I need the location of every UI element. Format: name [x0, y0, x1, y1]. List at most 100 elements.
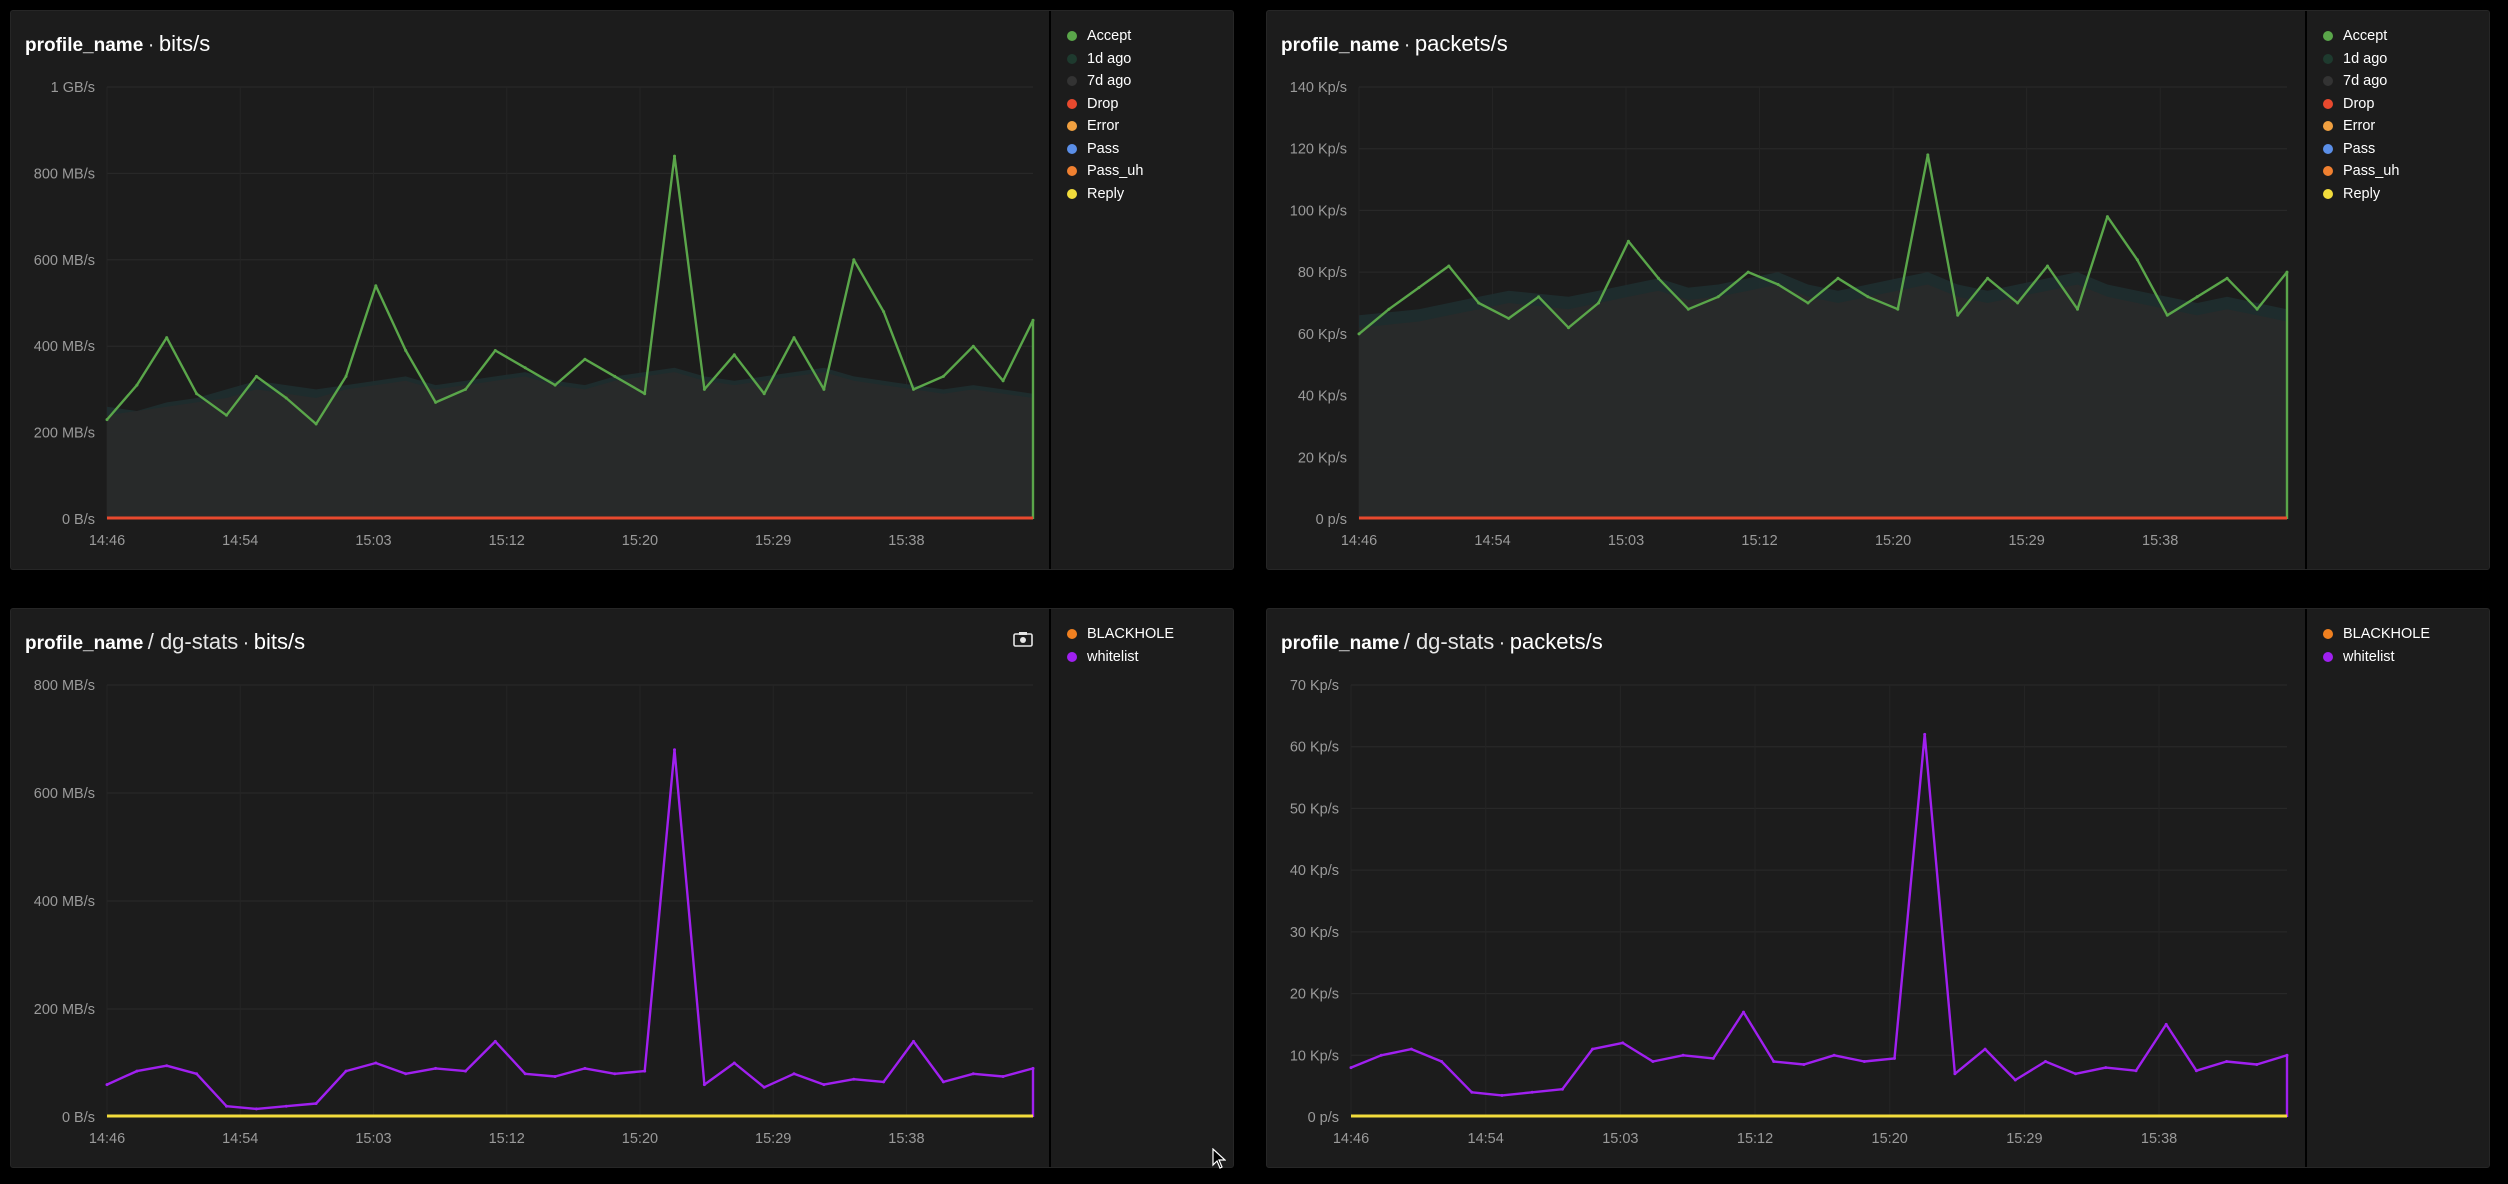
data-point: [464, 1069, 467, 1073]
legend-item-whitelist[interactable]: whitelist: [2307, 646, 2489, 669]
data-point: [1001, 379, 1005, 383]
x-tick-label: 15:38: [2142, 533, 2178, 549]
panel-title: profile_name / dg-stats · packets/s: [1281, 629, 1603, 655]
legend-item-whitelist[interactable]: whitelist: [1051, 646, 1233, 669]
data-point: [374, 284, 378, 288]
legend-item-1d-ago[interactable]: 1d ago: [2307, 48, 2489, 71]
x-tick-label: 15:12: [1741, 533, 1777, 549]
legend-item-drop[interactable]: Drop: [2307, 93, 2489, 116]
x-tick-label: 15:38: [2141, 1131, 2177, 1147]
y-tick-label: 1 GB/s: [51, 80, 95, 96]
data-point: [1986, 276, 1990, 280]
camera-icon[interactable]: [1013, 631, 1033, 647]
data-point: [135, 1069, 139, 1073]
title-profile[interactable]: profile_name: [1281, 35, 1400, 56]
legend-item-accept[interactable]: Accept: [1051, 25, 1233, 48]
legend-item-reply[interactable]: Reply: [2307, 183, 2489, 206]
data-point: [1983, 1047, 1987, 1051]
panel-title: profile_name · bits/s: [25, 31, 210, 57]
data-point: [553, 1075, 557, 1078]
data-point: [2225, 1060, 2229, 1063]
legend-item-1d-ago[interactable]: 1d ago: [1051, 48, 1233, 71]
legend-label: Pass: [1087, 140, 1120, 157]
data-point: [1349, 1066, 1353, 1070]
data-point: [284, 1104, 288, 1108]
data-point: [165, 336, 169, 340]
legend-item-blackhole[interactable]: BLACKHOLE: [2307, 623, 2489, 646]
legend-item-pass_uh[interactable]: Pass_uh: [2307, 160, 2489, 183]
title-path[interactable]: / dg-stats: [147, 629, 239, 654]
x-tick-label: 15:12: [489, 1131, 525, 1147]
legend-item-7d-ago[interactable]: 7d ago: [2307, 70, 2489, 93]
data-point: [2044, 1060, 2047, 1063]
data-point: [702, 387, 706, 391]
data-point: [2164, 1022, 2168, 1026]
data-point: [1440, 1060, 1444, 1063]
data-point: [2105, 215, 2109, 219]
x-tick-label: 15:29: [755, 1131, 791, 1147]
x-tick-label: 15:03: [355, 533, 391, 549]
legend-dot-icon: [1067, 143, 1077, 154]
data-point: [643, 1069, 647, 1073]
chart-plot[interactable]: 0 p/s 10 Kp/s 20 Kp/s 30 Kp/s 40 Kp/s 50 Kp/s…: [1267, 609, 2307, 1168]
data-point: [523, 1072, 527, 1076]
data-point: [1656, 276, 1660, 280]
data-point: [1001, 1075, 1005, 1078]
y-tick-label: 60 Kp/s: [1290, 740, 1339, 756]
legend-item-pass[interactable]: Pass: [1051, 138, 1233, 161]
legend-dot-icon: [1067, 651, 1077, 662]
title-profile[interactable]: profile_name: [25, 633, 144, 654]
legend-item-drop[interactable]: Drop: [1051, 93, 1233, 116]
data-point: [314, 422, 318, 426]
title-profile[interactable]: profile_name: [1281, 633, 1400, 654]
data-point: [2194, 1069, 2198, 1073]
chart-panel-packets: profile_name · packets/s 0 p/s 20 Kp/s 40 …: [1266, 10, 2490, 570]
title-path[interactable]: / dg-stats: [1403, 629, 1495, 654]
data-point: [583, 357, 587, 361]
legend-label: Accept: [2343, 28, 2388, 45]
data-point: [1681, 1053, 1685, 1057]
legend-label: 1d ago: [2343, 50, 2388, 67]
data-point: [254, 374, 258, 378]
x-tick-label: 15:29: [2008, 533, 2044, 549]
y-tick-label: 80 Kp/s: [1298, 265, 1347, 281]
data-point: [2104, 1066, 2108, 1070]
data-point: [1447, 264, 1451, 268]
legend-dot-icon: [2323, 121, 2333, 132]
data-point: [434, 1066, 438, 1070]
data-point: [882, 1080, 886, 1084]
series-area-7d-ago: [1359, 284, 2287, 519]
x-tick-label: 15:20: [1875, 533, 1911, 549]
legend-item-blackhole[interactable]: BLACKHOLE: [1051, 623, 1233, 646]
data-point: [702, 1083, 706, 1087]
data-point: [792, 336, 796, 340]
legend-item-7d-ago[interactable]: 7d ago: [1051, 70, 1233, 93]
data-point: [165, 1064, 169, 1068]
legend-label: Drop: [1087, 95, 1119, 112]
x-tick-label: 15:03: [1608, 533, 1644, 549]
data-point: [1926, 153, 1930, 157]
chart-plot[interactable]: 0 B/s 200 MB/s 400 MB/s 600 MB/s 800 MB/s 1 G…: [11, 11, 1051, 570]
y-tick-label: 400 MB/s: [34, 339, 95, 355]
data-point: [583, 1066, 587, 1070]
data-point: [2285, 1053, 2289, 1057]
legend-dot-icon: [2323, 166, 2333, 177]
legend-item-pass[interactable]: Pass: [2307, 138, 2489, 161]
data-point: [2046, 264, 2049, 268]
legend-dot-icon: [1067, 98, 1077, 109]
legend-label: 7d ago: [2343, 73, 2388, 90]
legend-dot-icon: [2323, 98, 2333, 109]
legend-item-error[interactable]: Error: [2307, 115, 2489, 138]
panel-title: profile_name / dg-stats · bits/s: [25, 629, 305, 655]
legend-item-accept[interactable]: Accept: [2307, 25, 2489, 48]
y-tick-label: 0 B/s: [62, 512, 95, 528]
title-profile[interactable]: profile_name: [25, 35, 144, 56]
legend-item-reply[interactable]: Reply: [1051, 183, 1233, 206]
legend-item-error[interactable]: Error: [1051, 115, 1233, 138]
legend-item-pass_uh[interactable]: Pass_uh: [1051, 160, 1233, 183]
chart-plot[interactable]: 0 p/s 20 Kp/s 40 Kp/s 60 Kp/s 80 Kp/s 100 Kp/…: [1267, 11, 2307, 570]
data-point: [344, 1069, 348, 1073]
chart-plot[interactable]: 0 B/s 200 MB/s 400 MB/s 600 MB/s 800 MB/s 14:…: [11, 609, 1051, 1168]
data-point: [732, 353, 736, 357]
data-point: [941, 1080, 945, 1084]
